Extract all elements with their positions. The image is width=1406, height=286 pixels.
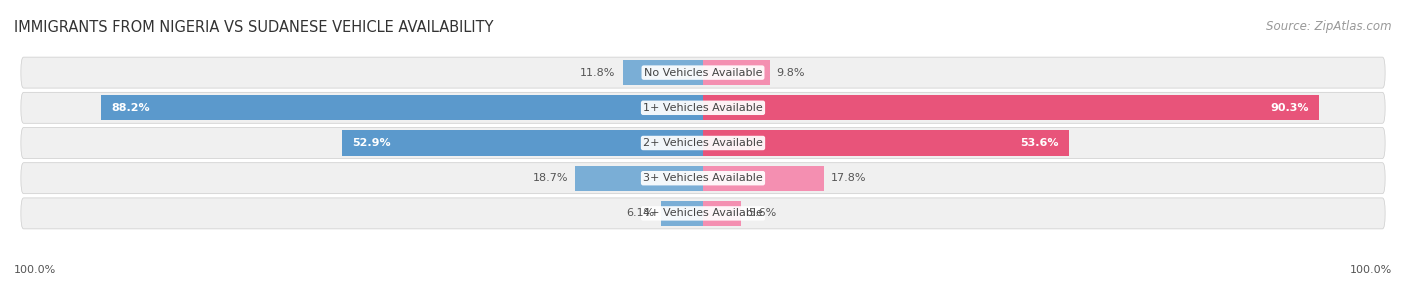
Bar: [575, 166, 703, 191]
Bar: [101, 95, 703, 120]
Text: 53.6%: 53.6%: [1019, 138, 1059, 148]
FancyBboxPatch shape: [21, 57, 1385, 88]
Bar: [342, 130, 703, 156]
Text: 88.2%: 88.2%: [111, 103, 150, 113]
Bar: [703, 60, 770, 85]
Text: 18.7%: 18.7%: [533, 173, 568, 183]
Bar: [703, 130, 1069, 156]
Text: 100.0%: 100.0%: [14, 265, 56, 275]
Text: 9.8%: 9.8%: [776, 67, 806, 78]
Text: 17.8%: 17.8%: [831, 173, 866, 183]
FancyBboxPatch shape: [21, 128, 1385, 158]
Bar: [661, 201, 703, 226]
Text: 90.3%: 90.3%: [1270, 103, 1309, 113]
Text: 2+ Vehicles Available: 2+ Vehicles Available: [643, 138, 763, 148]
Text: 4+ Vehicles Available: 4+ Vehicles Available: [643, 208, 763, 219]
FancyBboxPatch shape: [21, 92, 1385, 123]
Text: Source: ZipAtlas.com: Source: ZipAtlas.com: [1267, 20, 1392, 33]
Bar: [703, 201, 741, 226]
Text: 3+ Vehicles Available: 3+ Vehicles Available: [643, 173, 763, 183]
Text: 1+ Vehicles Available: 1+ Vehicles Available: [643, 103, 763, 113]
Text: 52.9%: 52.9%: [353, 138, 391, 148]
FancyBboxPatch shape: [21, 198, 1385, 229]
Text: No Vehicles Available: No Vehicles Available: [644, 67, 762, 78]
Text: 6.1%: 6.1%: [626, 208, 655, 219]
Text: 100.0%: 100.0%: [1350, 265, 1392, 275]
FancyBboxPatch shape: [21, 163, 1385, 194]
Bar: [703, 95, 1319, 120]
Bar: [623, 60, 703, 85]
Text: IMMIGRANTS FROM NIGERIA VS SUDANESE VEHICLE AVAILABILITY: IMMIGRANTS FROM NIGERIA VS SUDANESE VEHI…: [14, 20, 494, 35]
Bar: [703, 166, 824, 191]
Text: 5.6%: 5.6%: [748, 208, 776, 219]
Text: 11.8%: 11.8%: [581, 67, 616, 78]
